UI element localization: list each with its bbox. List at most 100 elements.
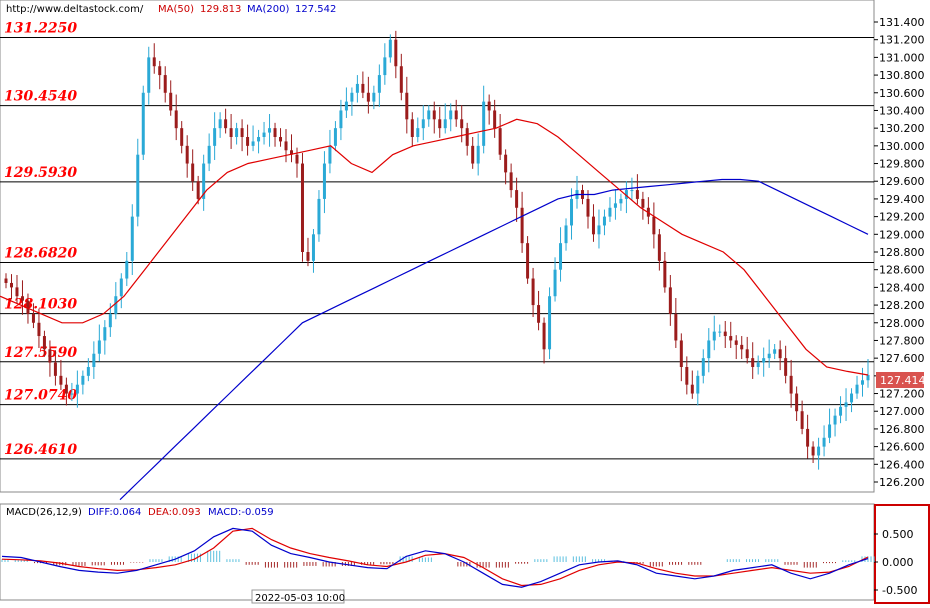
candle-body [515,190,519,208]
candle-body [712,331,716,341]
ma50-line [0,118,869,376]
price-tick-label: 130.000 [879,140,925,153]
candle-body [328,145,332,164]
macd-macd-label: MACD:-0.059 [208,507,274,518]
level-label: 127.0740 [4,388,77,404]
price-tick-label: 129.200 [879,211,925,224]
candle-body [520,207,524,244]
candle-body [800,411,804,429]
candle-body [817,446,821,456]
price-tick-label: 131.200 [879,34,925,47]
price-tick-label: 127.600 [879,352,925,365]
macd-tick-label: 0.500 [882,528,914,541]
candle-body [405,92,409,120]
candle-body [141,92,145,155]
candle-body [531,278,535,306]
candle-body [564,225,568,244]
candle-body [839,406,843,416]
price-tick-label: 126.200 [879,476,925,489]
candle-body [163,75,167,93]
candle-body [31,313,35,323]
candle-body [300,163,304,252]
candle-body [657,234,661,261]
candle-body [224,119,228,129]
current-price-label: 127.414 [880,374,926,387]
candle-body [449,110,453,120]
candle-body [366,92,370,102]
candle-body [218,119,222,129]
candle-body [778,349,782,359]
price-axis: 131.400 131.200 131.000 130.800 130.600 130.4… [874,16,925,489]
level-label: 131.2250 [4,20,77,36]
macd-diff-line [1,527,869,588]
candle-body [75,384,79,394]
candle-body [235,128,239,137]
candle-body [537,305,541,323]
ma200-value: 127.542 [295,4,336,15]
candle-body [674,313,678,341]
price-tick-label: 129.400 [879,193,925,206]
macd-tick-label: 0.000 [882,556,914,569]
candle-body [344,101,348,111]
candle-body [641,198,645,208]
candle-body [504,154,508,173]
candle-body [586,198,590,217]
candle-body [866,374,870,381]
candle-body [734,340,738,345]
candle-body [608,207,612,217]
price-tick-label: 130.600 [879,87,925,100]
candle-body [850,393,854,403]
candle-body [257,137,261,142]
candle-body [152,57,156,67]
level-label: 126.4610 [4,442,77,458]
price-tick-label: 128.200 [879,299,925,312]
candle-body [427,110,431,120]
ma50-value: 129.813 [200,4,241,15]
candle-body [339,110,343,129]
candle-body [751,358,755,367]
candle-body [756,362,760,367]
ma50-label: MA(50) [158,4,194,15]
ma200-line [119,178,869,501]
price-tick-label: 130.200 [879,122,925,135]
candle-body [443,119,447,129]
price-tick-label: 129.600 [879,175,925,188]
time-label: 2022-05-03 10:00 [255,593,345,604]
candle-body [591,216,595,235]
candle-body [471,145,475,164]
candle-body [416,128,420,137]
candle-body [53,362,57,376]
candle-body [169,92,173,111]
candle-body [158,66,162,76]
candle-body [202,163,206,199]
price-pane[interactable] [0,0,875,493]
candle-body [718,331,722,333]
candle-body [185,145,189,164]
candle-body [136,154,140,217]
macd-diff-label: DIFF:0.064 [88,507,141,518]
candle-body [196,181,200,199]
candle-body [509,172,513,191]
level-label: 130.4540 [4,89,77,105]
price-tick-label: 129.000 [879,228,925,241]
candle-body [613,203,617,208]
candle-body [333,128,337,146]
price-tick-label: 131.400 [879,16,925,29]
candle-body [20,296,24,301]
price-tick-label: 127.200 [879,388,925,401]
candle-body [685,367,689,385]
candle-body [762,358,766,363]
candle-body [394,39,398,67]
candle-body [553,269,557,297]
candles [4,30,870,470]
candle-body [290,150,294,155]
candle-body [482,101,486,146]
macd-dea-label: DEA:0.093 [148,507,201,518]
candle-body [723,331,727,337]
candle-body [37,322,41,337]
candle-body [15,287,19,297]
candle-body [635,190,639,199]
candle-body [707,340,711,359]
